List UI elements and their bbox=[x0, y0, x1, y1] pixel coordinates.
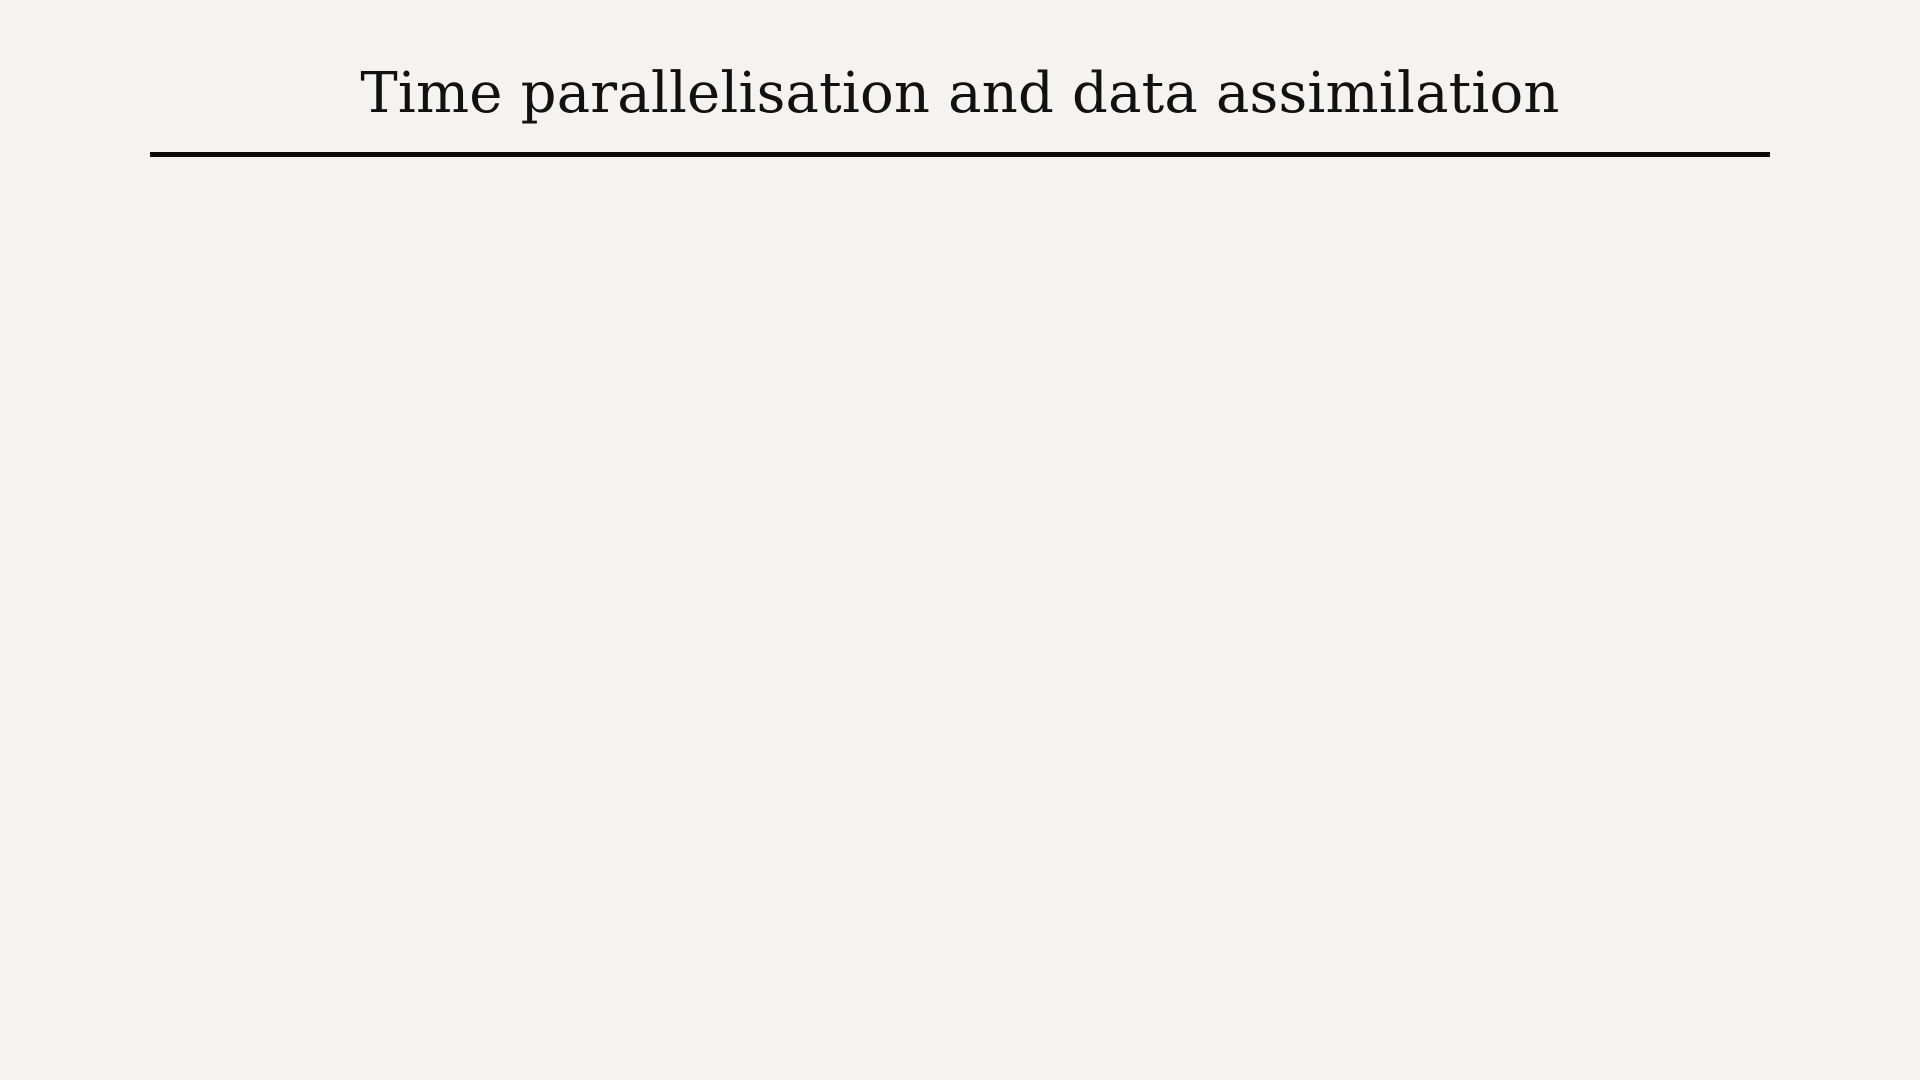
slide-body bbox=[150, 180, 1770, 1040]
title-divider bbox=[150, 152, 1770, 157]
slide-title: Time parallelisation and data assimilati… bbox=[360, 61, 1560, 126]
